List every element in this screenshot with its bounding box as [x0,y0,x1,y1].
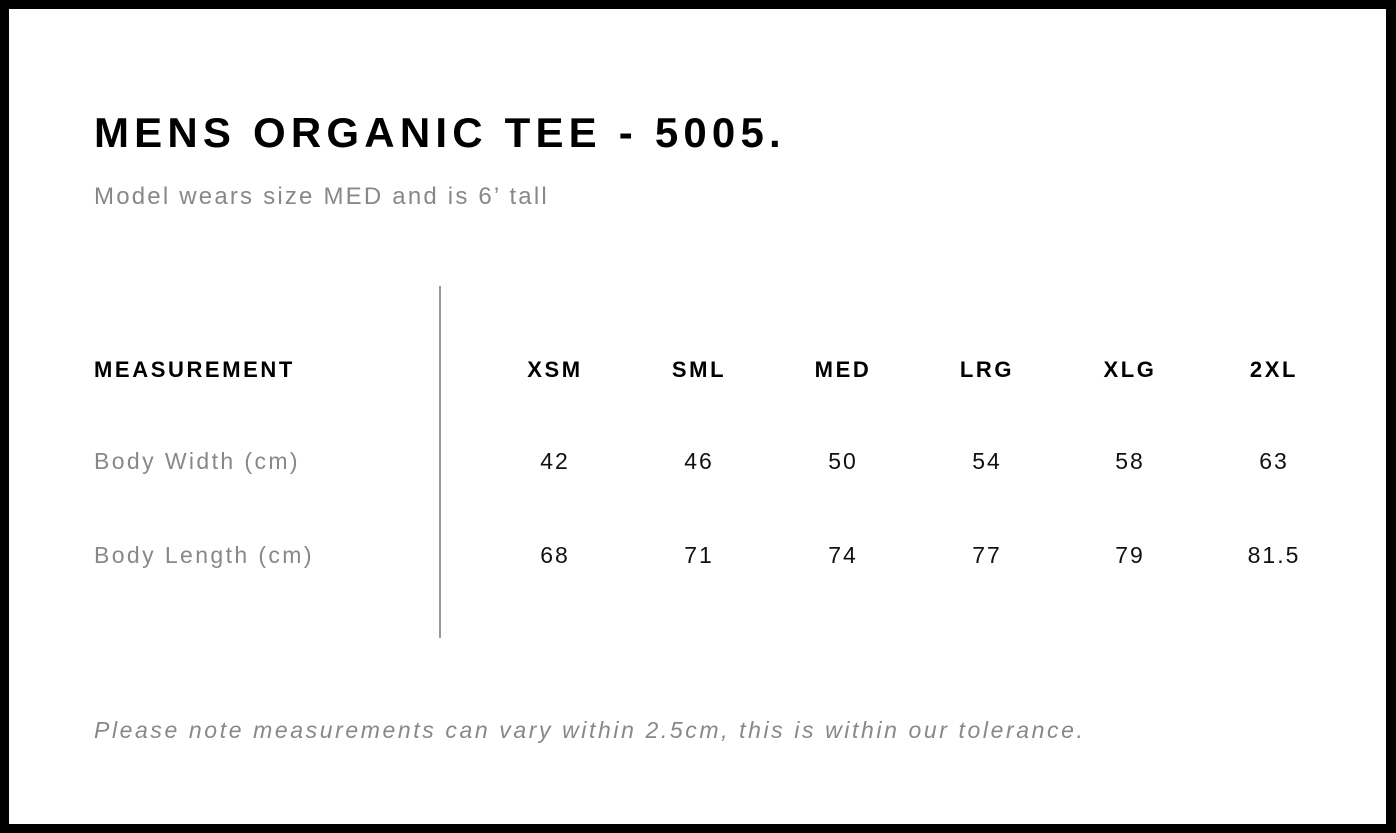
table-cell: 71 [684,542,714,568]
table-cell: 79 [1115,542,1145,568]
size-chart-card: MENS ORGANIC TEE - 5005. Model wears siz… [9,9,1386,824]
table-cell: 63 [1259,448,1289,474]
size-header-2xl: 2XL [1249,357,1299,382]
size-header-lrg: LRG [959,357,1015,382]
size-header-med: MED [814,357,872,382]
table-cell: 42 [540,448,570,474]
size-header-xlg: XLG [1103,357,1157,382]
table-cell: 81.5 [1247,542,1301,568]
table-cell: 58 [1115,448,1145,474]
table-cell: 54 [972,448,1002,474]
row-label: Body Width (cm) [94,448,300,474]
table-cell: 68 [540,542,570,568]
subtitle: Model wears size MED and is 6’ tall [94,183,549,210]
size-header-xsm: XSM [527,357,583,382]
column-divider [439,286,441,638]
measurement-header: MEASUREMENT [94,357,295,382]
tolerance-note: Please note measurements can vary within… [94,717,1086,743]
table-cell: 50 [828,448,858,474]
table-cell: 74 [828,542,858,568]
size-header-sml: SML [671,357,727,382]
page-title: MENS ORGANIC TEE - 5005. [94,109,786,156]
table-cell: 46 [684,448,714,474]
row-label: Body Length (cm) [94,542,314,568]
table-cell: 77 [972,542,1002,568]
